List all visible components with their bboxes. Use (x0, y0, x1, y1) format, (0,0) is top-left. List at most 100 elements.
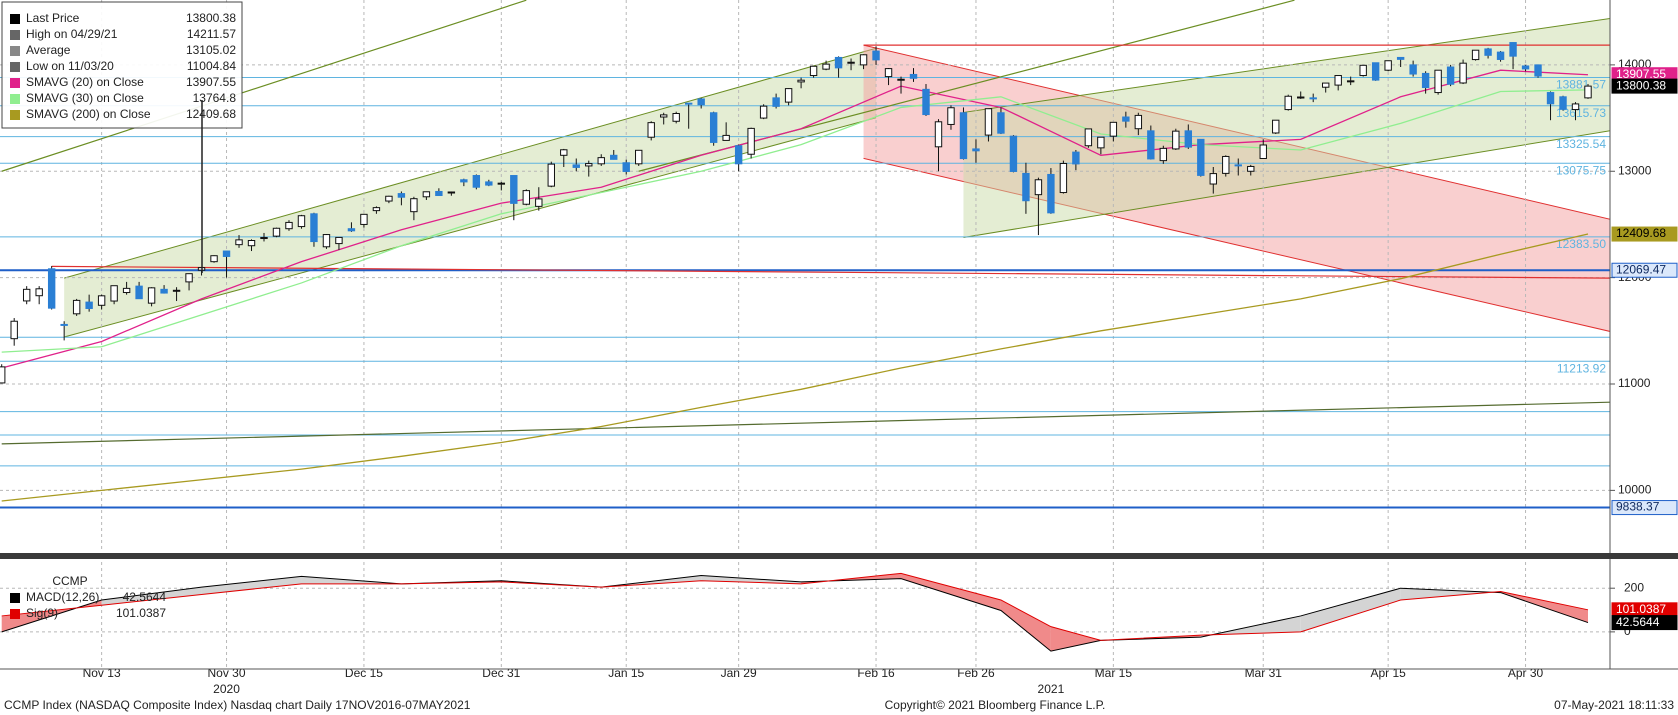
candle-body (1109, 121, 1118, 137)
candle-body (809, 65, 818, 77)
macd-histogram-fill (101, 587, 202, 606)
candle-body (1197, 138, 1205, 176)
candle-body (235, 239, 243, 246)
candle-body (1022, 172, 1030, 202)
price-tag-label: 12409.68 (1616, 226, 1666, 240)
price-tag-label: 13907.55 (1616, 67, 1666, 81)
candle-body (1446, 66, 1455, 85)
candle-body (1272, 119, 1280, 134)
trend-line (1, 0, 527, 172)
candle-body (622, 162, 630, 172)
candle-body (160, 288, 168, 294)
candle-body (1421, 72, 1430, 89)
candle-body (1359, 64, 1367, 77)
candle-body (759, 105, 768, 119)
candle-body (372, 207, 381, 212)
candle-body (734, 145, 743, 165)
price-tag-label: 101.0387 (1616, 602, 1666, 616)
legend-value: 13800.38 (186, 11, 236, 25)
candle-body (859, 54, 868, 66)
candle-body (1247, 165, 1255, 172)
x-tick-label: Jan 29 (721, 666, 757, 680)
candle-body (1209, 173, 1217, 185)
candle-body (922, 88, 930, 116)
candle-body (597, 157, 605, 165)
candle-body (435, 190, 443, 197)
candle-body (447, 191, 456, 194)
price-panel: 13881.57 13615.73 13325.54 13075.75 12383.50… (0, 0, 1610, 551)
legend-value: 13764.8 (193, 91, 237, 105)
candle-body (884, 68, 893, 78)
candle-body (135, 285, 143, 300)
candle-body (635, 149, 643, 165)
trend-line (51, 265, 1610, 279)
candle-body (1546, 92, 1555, 105)
candle-body (1297, 96, 1305, 99)
candle-body (1147, 130, 1155, 160)
candle-body (560, 149, 568, 156)
candle-body (797, 79, 805, 83)
candle-body (422, 191, 431, 198)
x-tick-label: Apr 30 (1508, 666, 1544, 680)
candle-body (1034, 179, 1043, 196)
candle-body (1371, 62, 1380, 81)
x-tick-label: Mar 31 (1245, 666, 1283, 680)
legend-label: SMAVG (20) on Close (26, 75, 144, 89)
candle-body (1184, 130, 1193, 148)
price-tag-label: 12069.47 (1616, 262, 1666, 276)
level-label: 12383.50 (1556, 237, 1606, 251)
candle-body (1159, 147, 1168, 162)
candle-body (210, 255, 218, 263)
footer-center: Copyright© 2021 Bloomberg Finance L.P. (885, 698, 1106, 712)
candle-body (1471, 49, 1480, 61)
candle-body (1484, 48, 1492, 56)
x-tick-label: Mar 15 (1095, 666, 1133, 680)
channel-bottom (963, 130, 1610, 239)
candle-body (535, 198, 543, 207)
legend-value: 12409.68 (186, 107, 236, 121)
legend-label: MACD(12,26) (26, 590, 99, 604)
candle-body (947, 107, 955, 125)
candle-body (659, 114, 668, 118)
candle-body (1172, 130, 1180, 150)
candle-body (497, 182, 506, 185)
legend-label: SMAVG (200) on Close (26, 107, 151, 121)
panel-separator (0, 553, 1678, 559)
candle-body (872, 50, 880, 61)
candle-body (1134, 114, 1143, 130)
candle-body (722, 134, 730, 141)
candle-body (1509, 42, 1517, 57)
macd-panel (0, 562, 1610, 669)
trend-line (1, 401, 1610, 445)
candle-body (522, 190, 531, 205)
candle-body (47, 268, 56, 309)
legend-swatch (10, 78, 20, 88)
legend-swatch (10, 110, 20, 120)
level-label: 13881.57 (1556, 78, 1606, 92)
macd-histogram-fill (201, 576, 302, 595)
candle-body (1534, 64, 1542, 77)
candle-body (335, 236, 343, 245)
candle-body (934, 121, 943, 148)
candle-body (1434, 69, 1442, 94)
candle-body (972, 148, 980, 152)
legend-label: High on 04/29/21 (26, 27, 118, 41)
candle-body (122, 287, 131, 294)
price-tag (1611, 226, 1678, 242)
level-label: 13325.54 (1556, 137, 1606, 151)
macd-histogram-fill (901, 573, 1001, 611)
price-tag-label: 9838.37 (1616, 500, 1660, 514)
year-label: 2020 (213, 682, 240, 696)
candle-body (822, 63, 830, 70)
x-tick-label: Nov 13 (83, 666, 121, 680)
candle-body (1009, 135, 1018, 172)
x-tick-label: Apr 15 (1370, 666, 1406, 680)
macd-title: CCMP (52, 574, 87, 588)
legend-label: Low on 11/03/20 (26, 59, 114, 73)
candle-body (60, 323, 68, 326)
candle-body (285, 221, 293, 230)
candle-body (1234, 164, 1242, 167)
candle-body (1521, 65, 1530, 70)
y-tick-label: 13000 (1618, 163, 1652, 177)
candle-body (897, 78, 905, 81)
